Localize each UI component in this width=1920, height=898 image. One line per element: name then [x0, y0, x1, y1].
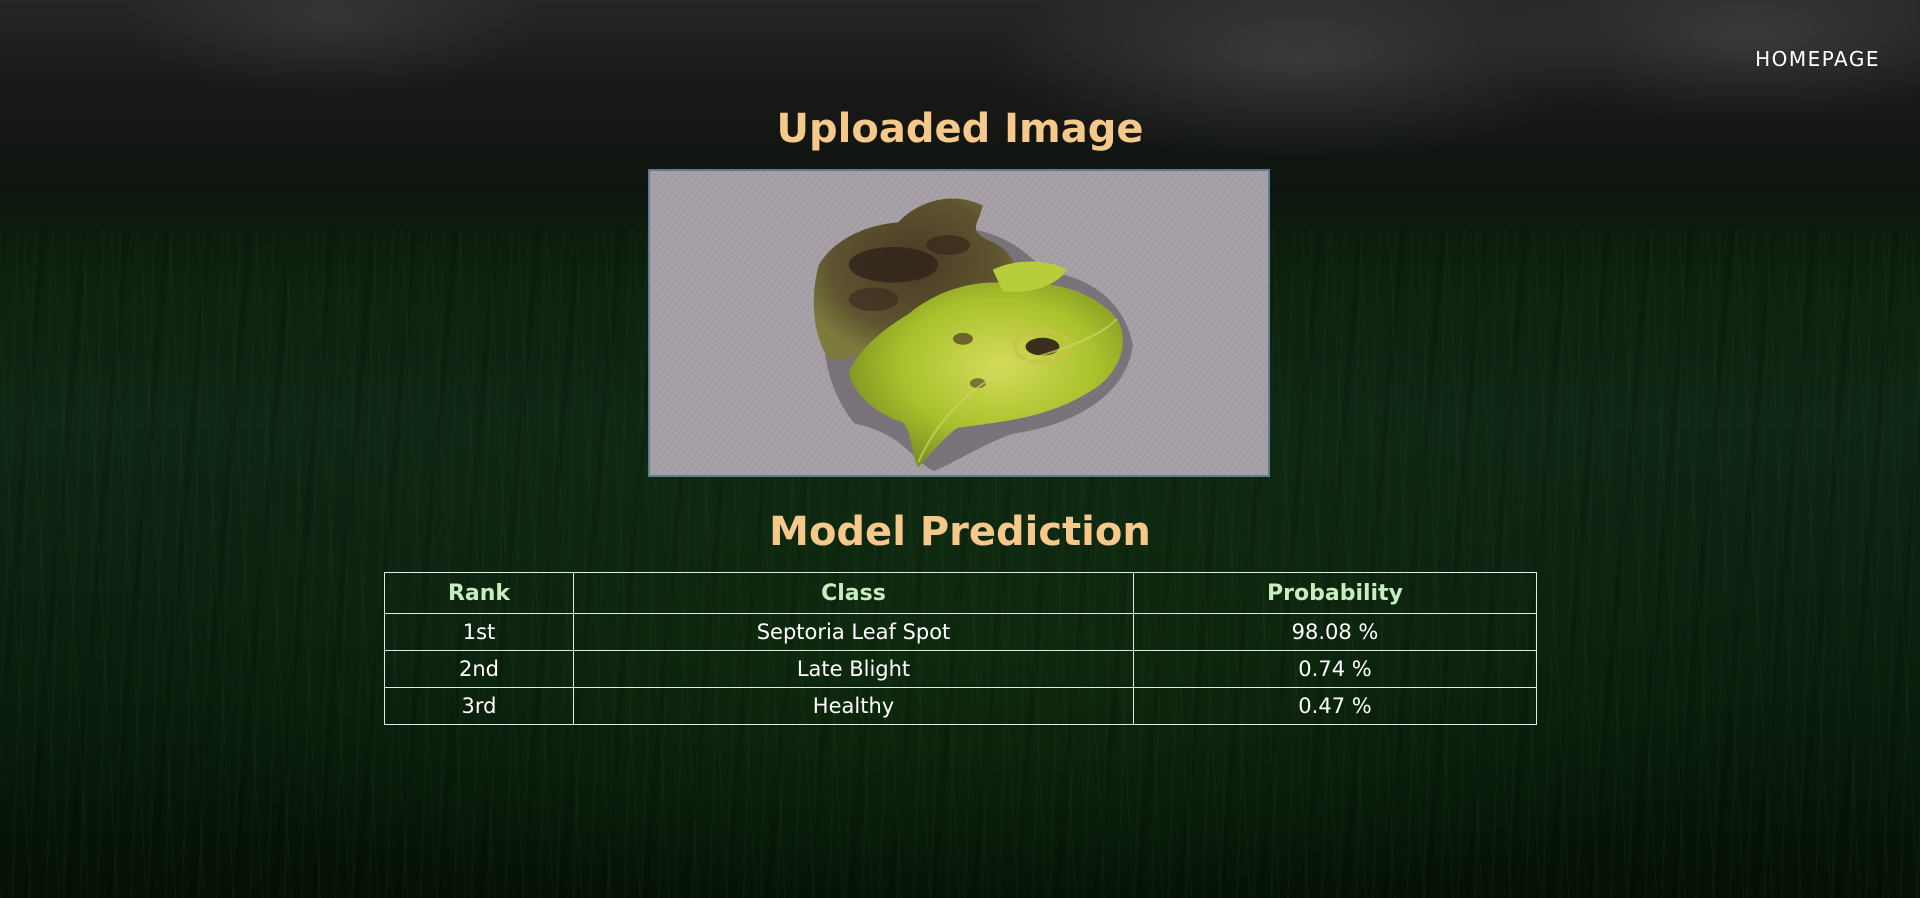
leaf-photo-icon	[813, 198, 1133, 472]
prediction-table: Rank Class Probability 1st Septoria Leaf…	[384, 572, 1537, 725]
class-cell: Septoria Leaf Spot	[573, 613, 1134, 651]
class-cell: Late Blight	[573, 650, 1134, 688]
rank-cell: 3rd	[384, 687, 574, 725]
rank-cell: 1st	[384, 613, 574, 651]
uploaded-image	[648, 169, 1270, 477]
probability-cell: 0.74 %	[1133, 650, 1537, 688]
probability-cell: 0.47 %	[1133, 687, 1537, 725]
table-row: 3rd Healthy 0.47 %	[384, 687, 1537, 725]
rank-header: Rank	[384, 572, 574, 614]
rank-cell: 2nd	[384, 650, 574, 688]
model-prediction-title: Model Prediction	[769, 509, 1151, 555]
table-row: 2nd Late Blight 0.74 %	[384, 650, 1537, 688]
table-row: 1st Septoria Leaf Spot 98.08 %	[384, 613, 1537, 651]
probability-cell: 98.08 %	[1133, 613, 1537, 651]
probability-header: Probability	[1133, 572, 1537, 614]
class-header: Class	[573, 572, 1134, 614]
table-header-row: Rank Class Probability	[384, 572, 1537, 614]
uploaded-image-title: Uploaded Image	[776, 106, 1144, 152]
homepage-link[interactable]: HOMEPAGE	[1755, 47, 1880, 71]
class-cell: Healthy	[573, 687, 1134, 725]
